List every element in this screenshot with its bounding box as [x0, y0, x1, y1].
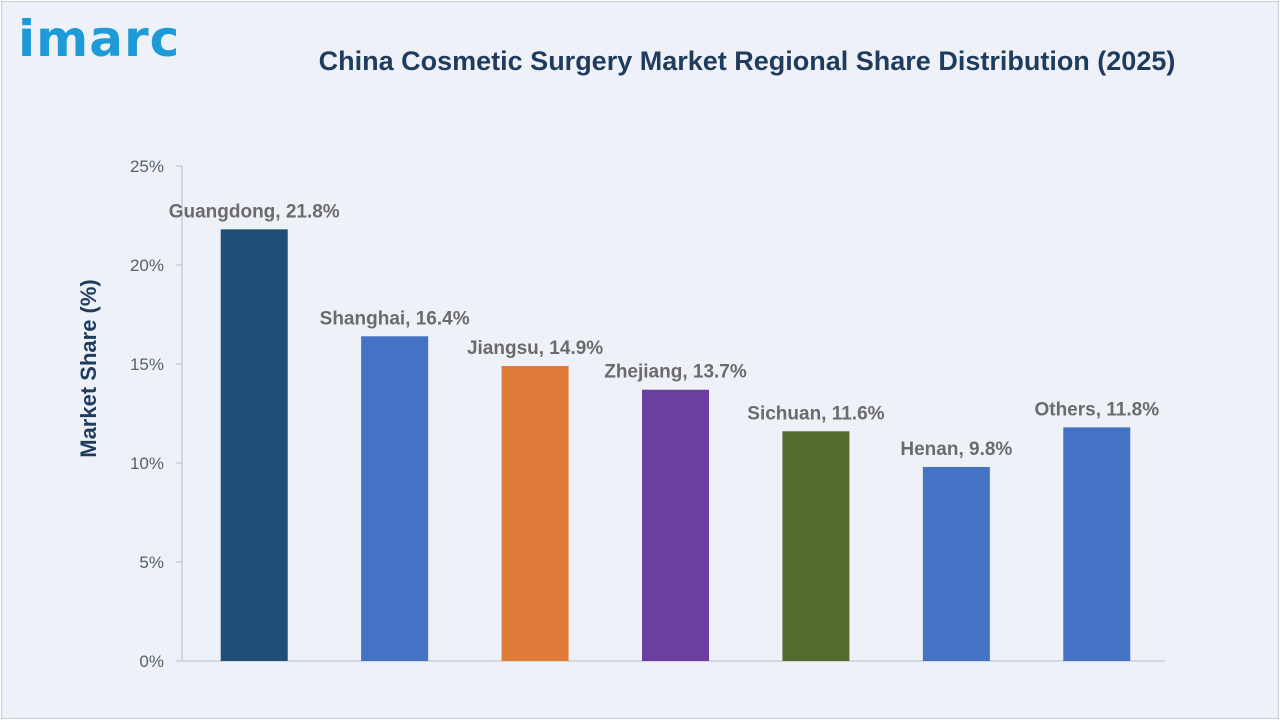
data-label-henan: Henan, 9.8% [900, 439, 1012, 460]
bar-guangdong [220, 229, 288, 662]
bar-zhejiang [642, 389, 709, 661]
chart-title: China Cosmetic Surgery Market Regional S… [318, 46, 1176, 76]
bar-sichuan [782, 431, 850, 661]
y-tick-label: 5% [139, 553, 164, 572]
y-tick-label: 0% [139, 652, 164, 671]
data-label-sichuan: Sichuan, 11.6% [747, 403, 884, 424]
y-tick-label: 10% [130, 454, 164, 473]
data-label-jiangsu: Jiangsu, 14.9% [467, 338, 603, 359]
y-tick-label: 25% [130, 157, 164, 176]
y-axis-title: Market Share (%) [76, 279, 101, 458]
y-tick-label: 20% [130, 256, 164, 275]
data-label-zhejiang: Zhejiang, 13.7% [604, 362, 747, 383]
data-label-guangdong: Guangdong, 21.8% [169, 201, 340, 222]
bar-others [1063, 427, 1131, 661]
bar-henan [922, 466, 990, 661]
y-tick-label: 15% [130, 355, 164, 374]
logo-text: imarc [18, 10, 181, 68]
bar-jiangsu [501, 365, 569, 661]
data-label-others: Others, 11.8% [1034, 399, 1159, 420]
bar-shanghai [361, 336, 429, 661]
imarc-logo: imarc [18, 14, 180, 64]
data-label-shanghai: Shanghai, 16.4% [320, 308, 470, 329]
